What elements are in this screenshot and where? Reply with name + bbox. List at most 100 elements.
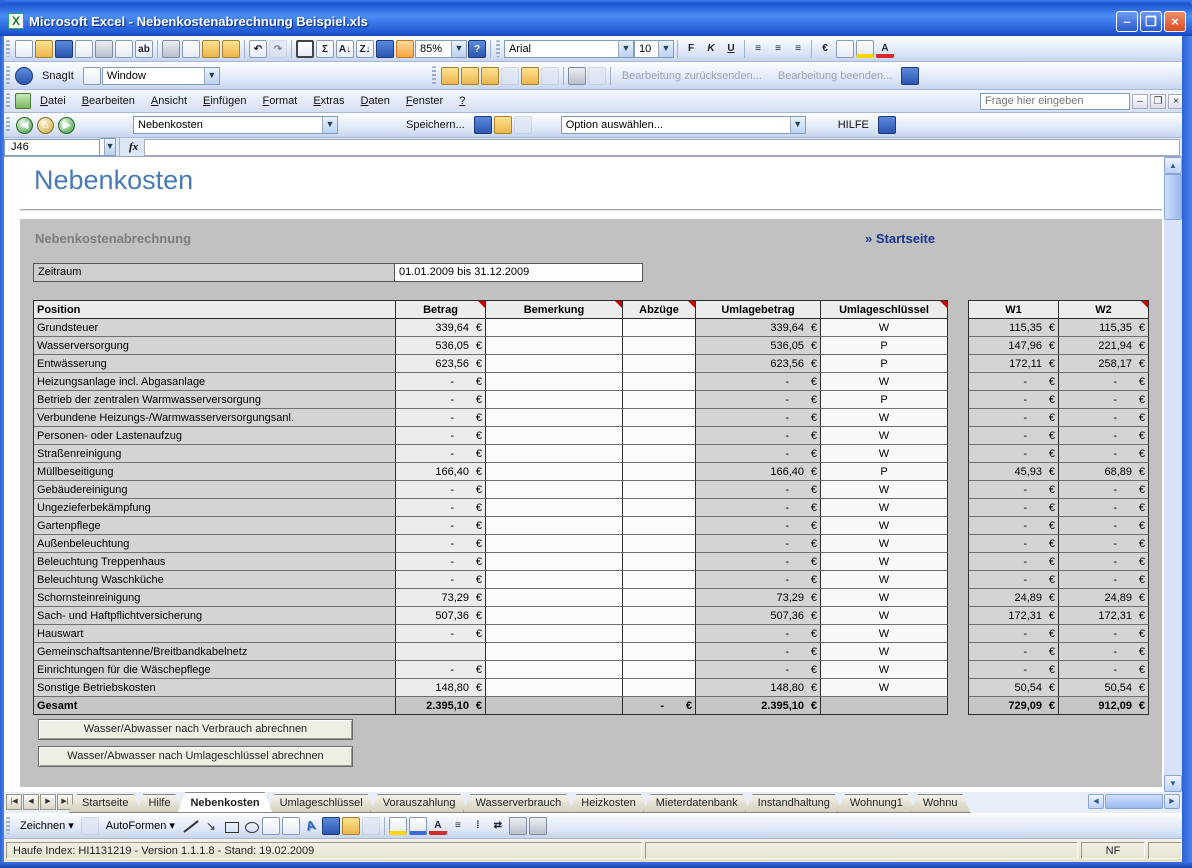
help-icon[interactable]: ? [468, 39, 486, 58]
hand-icon[interactable] [520, 66, 539, 85]
cell-umlageschluessel[interactable]: W [821, 643, 948, 661]
line-color-icon[interactable] [408, 816, 427, 835]
toolbar-grip[interactable] [6, 116, 10, 134]
name-box-dropdown[interactable]: ▼ [100, 138, 116, 156]
cell-w2[interactable]: 115,35 € [1059, 319, 1149, 337]
doc-restore-button[interactable]: ❐ [1150, 93, 1166, 109]
cell-abzuege[interactable] [623, 607, 696, 625]
arrow-style-icon[interactable]: ⇄ [493, 819, 503, 831]
doc-minimize-button[interactable]: – [1132, 93, 1148, 109]
cell-abzuege[interactable]: - € [623, 697, 696, 715]
cell-betrag[interactable]: 507,36 € [396, 607, 486, 625]
scroll-down-icon[interactable]: ▼ [1164, 775, 1182, 792]
cell-position[interactable]: Heizungsanlage incl. Abgasanlage [34, 373, 396, 391]
cell-umlagebetrag[interactable]: 148,80 € [696, 679, 821, 697]
sheet-tab-heizkosten[interactable]: Heizkosten [568, 794, 648, 813]
toolbar-grip[interactable] [6, 93, 10, 109]
shadow-style-icon[interactable] [508, 816, 527, 835]
cell-w1[interactable]: - € [969, 373, 1059, 391]
euro-format-button[interactable]: € [822, 42, 828, 54]
cell-umlageschluessel[interactable]: W [821, 409, 948, 427]
menu-item-ansicht[interactable]: Ansicht [150, 95, 188, 107]
cell-position[interactable]: Betrieb der zentralen Warmwasserversorgu… [34, 391, 396, 409]
format-painter-icon[interactable] [222, 39, 240, 58]
cell-w2[interactable]: - € [1059, 499, 1149, 517]
cell-umlagebetrag[interactable]: 339,64 € [696, 319, 821, 337]
snagit-pen-icon[interactable] [82, 66, 101, 85]
wordart-icon[interactable] [303, 818, 319, 834]
cell-w2[interactable]: - € [1059, 445, 1149, 463]
toolbar-grip[interactable] [6, 39, 10, 58]
cell-umlageschluessel[interactable]: W [821, 679, 948, 697]
cell-bemerkung[interactable] [486, 499, 623, 517]
cell-umlageschluessel[interactable]: W [821, 625, 948, 643]
zeitraum-value[interactable]: 01.01.2009 bis 31.12.2009 [395, 263, 643, 282]
cell-w1[interactable]: - € [969, 445, 1059, 463]
dash-style-icon[interactable]: ⁞ [476, 819, 480, 831]
rectangle-tool-icon[interactable] [223, 818, 239, 834]
question-input[interactable] [980, 92, 1130, 110]
cell-umlageschluessel[interactable]: W [821, 661, 948, 679]
option-select[interactable]: Option auswählen... ▼ [560, 116, 806, 134]
sort-descending-icon[interactable]: Z↓ [356, 39, 374, 58]
cell-bemerkung[interactable] [486, 445, 623, 463]
cell-bemerkung[interactable] [486, 571, 623, 589]
cell-umlagebetrag[interactable]: - € [696, 625, 821, 643]
cell-w1[interactable]: - € [969, 391, 1059, 409]
cell-w1[interactable]: - € [969, 517, 1059, 535]
menu-item-format[interactable]: Format [262, 95, 298, 107]
cell-betrag[interactable]: 73,29 € [396, 589, 486, 607]
sheet-tab-mieterdatenbank[interactable]: Mieterdatenbank [643, 794, 751, 813]
cell-position[interactable]: Sonstige Betriebskosten [34, 679, 396, 697]
line-tool-icon[interactable] [183, 818, 199, 834]
cell-w1[interactable]: 172,31 € [969, 607, 1059, 625]
cell-bemerkung[interactable] [486, 661, 623, 679]
cell-umlageschluessel[interactable]: W [821, 373, 948, 391]
zeichnen-menu[interactable]: Zeichnen ▾ [20, 819, 74, 833]
paste-icon[interactable] [202, 39, 220, 58]
open-icon[interactable] [35, 39, 53, 58]
cell-w1[interactable]: - € [969, 535, 1059, 553]
cell-betrag[interactable]: - € [396, 517, 486, 535]
minimize-button[interactable]: – [1116, 10, 1138, 32]
camera-icon[interactable] [567, 66, 586, 85]
underline-button[interactable]: U [727, 42, 735, 54]
cell-w2[interactable]: - € [1059, 409, 1149, 427]
cell-betrag[interactable]: - € [396, 391, 486, 409]
cell-abzuege[interactable] [623, 427, 696, 445]
print-small-icon[interactable] [493, 116, 512, 134]
cell-umlagebetrag[interactable]: - € [696, 553, 821, 571]
autosum-icon[interactable]: Σ [316, 39, 334, 58]
print-preview-icon[interactable] [115, 39, 133, 58]
cell-bemerkung[interactable] [486, 607, 623, 625]
redo-icon[interactable]: ↷ [269, 39, 287, 58]
cell-w2[interactable]: - € [1059, 661, 1149, 679]
cell-umlageschluessel[interactable]: W [821, 445, 948, 463]
cell-umlagebetrag[interactable]: - € [696, 661, 821, 679]
vertical-scrollbar[interactable]: ▲ ▼ [1164, 157, 1182, 792]
cell-umlagebetrag[interactable]: 623,56 € [696, 355, 821, 373]
cell-betrag[interactable]: 148,80 € [396, 679, 486, 697]
chevron-down-icon[interactable]: ▼ [618, 40, 633, 57]
cell-position[interactable]: Verbundene Heizungs-/Warmwasserversorgun… [34, 409, 396, 427]
cell-position[interactable]: Beleuchtung Treppenhaus [34, 553, 396, 571]
cell-position[interactable]: Entwässerung [34, 355, 396, 373]
font-size-select[interactable]: 10 ▼ [634, 39, 674, 58]
cell-w1[interactable]: 729,09 € [969, 697, 1059, 715]
cell-bemerkung[interactable] [486, 625, 623, 643]
cell-w1[interactable]: - € [969, 409, 1059, 427]
sheet-tab-startseite[interactable]: Startseite [69, 794, 141, 813]
zoom-select[interactable]: 85% ▼ [415, 39, 467, 58]
menu-item-extras[interactable]: Extras [313, 95, 345, 107]
cell-w2[interactable]: 258,17 € [1059, 355, 1149, 373]
next-sheet-icon[interactable]: ▶ [40, 794, 56, 810]
cell-betrag[interactable]: - € [396, 409, 486, 427]
cell-umlagebetrag[interactable]: 166,40 € [696, 463, 821, 481]
cell-bemerkung[interactable] [486, 679, 623, 697]
cell-umlagebetrag[interactable]: - € [696, 409, 821, 427]
cell-umlageschluessel[interactable]: P [821, 391, 948, 409]
cell-w2[interactable]: - € [1059, 391, 1149, 409]
cell-position[interactable]: Personen- oder Lastenaufzug [34, 427, 396, 445]
insert-function-button[interactable]: fx [129, 141, 139, 153]
cell-betrag[interactable]: - € [396, 445, 486, 463]
